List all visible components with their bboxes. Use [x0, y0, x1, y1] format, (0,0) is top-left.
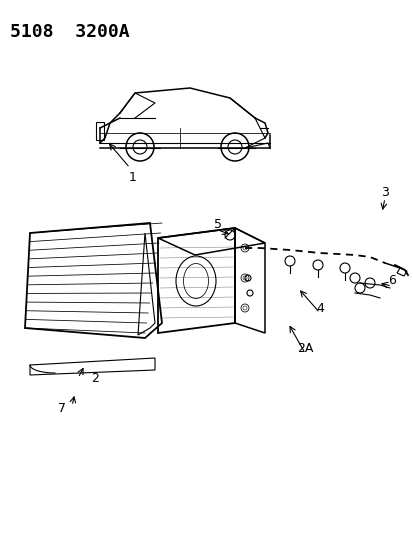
Text: 3: 3	[380, 187, 388, 199]
Text: 6: 6	[387, 274, 395, 287]
Text: 2A: 2A	[296, 342, 312, 354]
Text: 7: 7	[58, 401, 66, 415]
Text: 2: 2	[91, 372, 99, 384]
Text: 5: 5	[214, 219, 221, 231]
Text: 5108  3200A: 5108 3200A	[10, 23, 129, 41]
Text: 4: 4	[315, 302, 323, 314]
Polygon shape	[396, 268, 406, 276]
Text: 1: 1	[129, 171, 137, 184]
Bar	[96, 122, 104, 140]
